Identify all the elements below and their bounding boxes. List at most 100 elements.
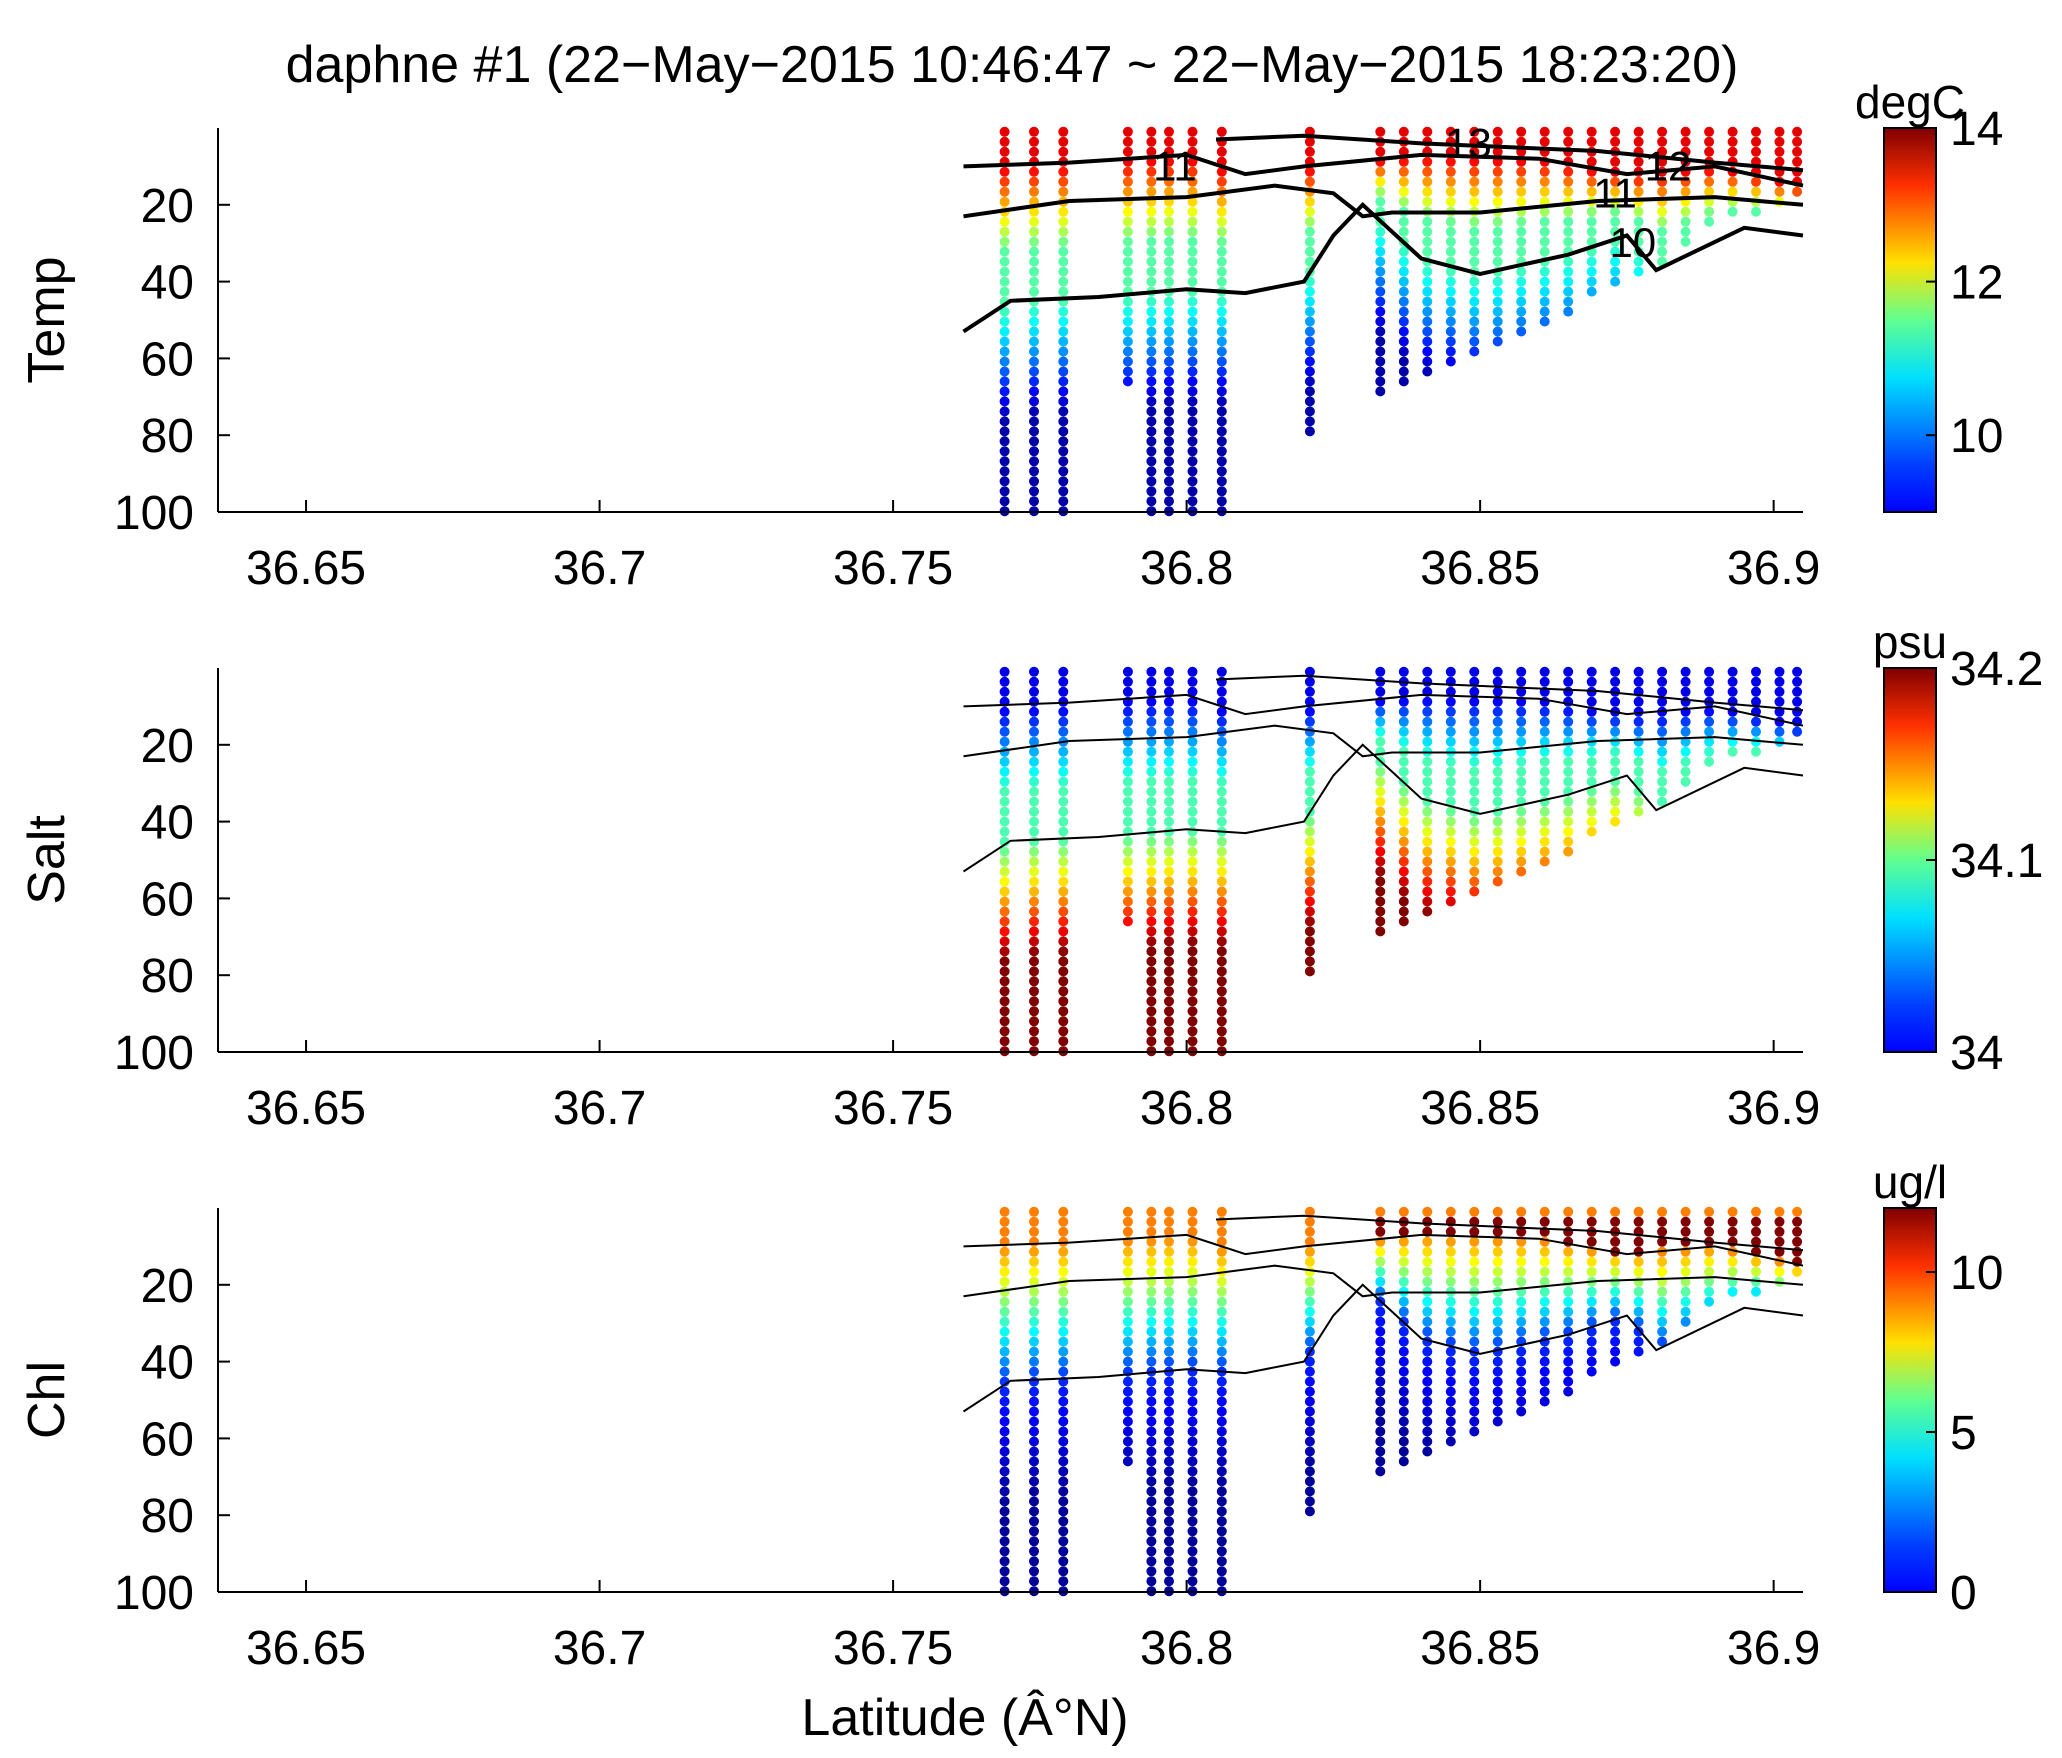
data-point xyxy=(1680,176,1691,187)
data-point xyxy=(1586,216,1597,227)
data-point xyxy=(1029,926,1039,937)
data-point xyxy=(1610,736,1621,747)
data-point xyxy=(1058,416,1069,427)
data-point xyxy=(1146,996,1157,1007)
data-point xyxy=(1445,1236,1456,1247)
data-point xyxy=(1164,446,1174,457)
data-point xyxy=(1563,1266,1574,1277)
data-point xyxy=(1704,756,1715,767)
data-point xyxy=(1516,266,1527,277)
data-point xyxy=(1422,906,1433,917)
data-point xyxy=(1445,1366,1456,1377)
data-point xyxy=(1563,216,1574,227)
data-point xyxy=(1187,266,1198,277)
data-point xyxy=(1375,356,1386,367)
data-point xyxy=(999,226,1010,237)
data-point xyxy=(999,436,1010,447)
data-point xyxy=(1727,666,1738,677)
data-point xyxy=(1563,716,1574,727)
data-point xyxy=(1680,736,1691,747)
data-point xyxy=(1304,346,1315,357)
data-point xyxy=(1398,1306,1409,1317)
data-point xyxy=(1058,676,1069,687)
data-point xyxy=(1058,1506,1069,1517)
data-point xyxy=(1122,1256,1133,1267)
data-point xyxy=(999,126,1010,137)
data-point xyxy=(1563,836,1574,847)
data-point xyxy=(1633,186,1644,197)
data-point xyxy=(1469,886,1480,897)
data-point xyxy=(1422,356,1433,367)
data-point xyxy=(1164,1416,1174,1427)
data-point xyxy=(1445,246,1456,257)
data-point xyxy=(1586,126,1597,137)
data-point xyxy=(1680,1236,1691,1247)
data-point xyxy=(1445,786,1456,797)
data-point xyxy=(1610,756,1621,767)
data-point xyxy=(1563,296,1574,307)
data-point xyxy=(1563,1316,1574,1327)
chart-title: daphne #1 (22−May−2015 10:46:47 ~ 22−May… xyxy=(286,36,1739,94)
data-point xyxy=(1539,776,1550,787)
data-point xyxy=(1751,1256,1761,1267)
data-point xyxy=(1727,136,1738,147)
data-point xyxy=(1029,1506,1039,1517)
data-point xyxy=(1375,1346,1386,1357)
data-point xyxy=(1146,1576,1157,1587)
data-point xyxy=(1657,696,1668,707)
contour-line-11 xyxy=(963,183,1804,219)
data-point xyxy=(1422,816,1433,827)
data-point xyxy=(1058,886,1069,897)
data-point xyxy=(1029,426,1039,437)
data-point xyxy=(1492,846,1503,857)
data-point xyxy=(999,1416,1010,1427)
data-point xyxy=(1422,766,1433,777)
data-point xyxy=(1375,836,1386,847)
data-point xyxy=(1304,206,1315,217)
data-point xyxy=(1304,786,1315,797)
data-point xyxy=(1680,206,1691,217)
data-point xyxy=(1704,1246,1715,1257)
data-point xyxy=(1029,166,1039,177)
data-point xyxy=(1469,346,1480,357)
data-point xyxy=(1586,266,1597,277)
data-point xyxy=(1375,1386,1386,1397)
data-point xyxy=(1146,1396,1157,1407)
data-point xyxy=(1146,876,1157,887)
data-point xyxy=(1164,1456,1174,1467)
data-point xyxy=(1029,726,1039,737)
data-point xyxy=(999,1486,1010,1497)
data-point xyxy=(1146,366,1157,377)
data-point xyxy=(1422,226,1433,237)
data-point xyxy=(1751,696,1761,707)
data-point xyxy=(1445,196,1456,207)
data-point xyxy=(1187,1516,1198,1527)
data-point xyxy=(1058,916,1069,927)
data-point xyxy=(1445,896,1456,907)
colorbar-tick-label: 5 xyxy=(1950,1407,1977,1460)
data-point xyxy=(1029,466,1039,477)
data-point xyxy=(1469,826,1480,837)
data-point xyxy=(1216,396,1227,407)
data-point xyxy=(1122,1206,1133,1217)
data-point xyxy=(1398,916,1409,927)
data-point xyxy=(1563,276,1574,287)
data-point xyxy=(1164,676,1174,687)
data-point xyxy=(1146,326,1157,337)
data-point xyxy=(1058,366,1069,377)
data-point xyxy=(1029,256,1039,267)
data-point xyxy=(1216,796,1227,807)
data-point xyxy=(1216,466,1227,477)
data-point xyxy=(1058,356,1069,367)
data-point xyxy=(1563,1346,1574,1357)
data-point xyxy=(1586,1236,1597,1247)
y-tick-label: 20 xyxy=(141,1260,194,1313)
data-point xyxy=(1122,1446,1133,1457)
data-point xyxy=(1122,206,1133,217)
data-point xyxy=(1657,766,1668,777)
data-point xyxy=(1375,666,1386,677)
data-point xyxy=(1216,1286,1227,1297)
data-point xyxy=(1422,1406,1433,1417)
data-point xyxy=(1492,766,1503,777)
data-point xyxy=(1422,1306,1433,1317)
